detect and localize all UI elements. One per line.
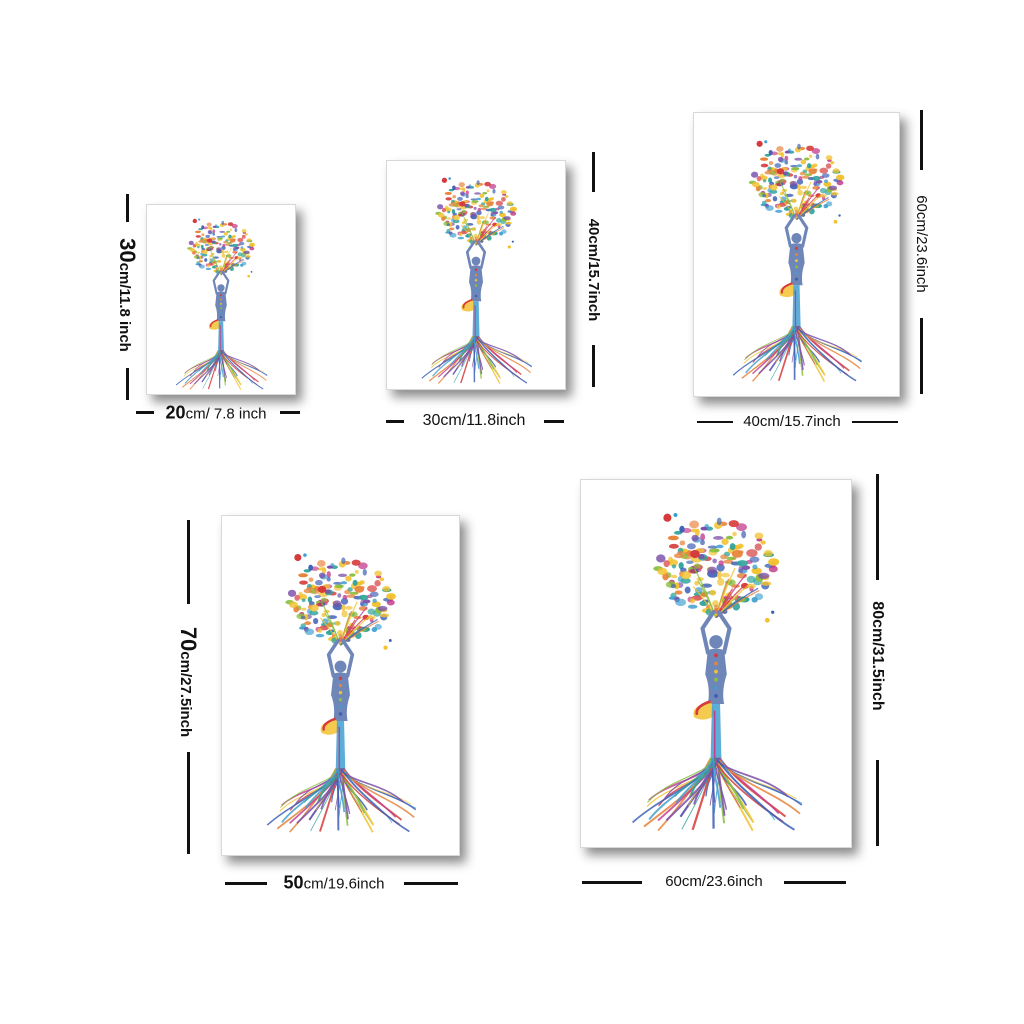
width-line-left: [136, 411, 154, 414]
height-line-top: [126, 194, 129, 222]
height-line-top: [592, 152, 595, 192]
tree-of-life-artwork: [421, 177, 533, 384]
width-label-40x60: 40cm/15.7inch: [743, 413, 841, 430]
width-line-left: [697, 421, 733, 423]
height-line-top: [876, 474, 879, 580]
height-line-bottom: [592, 345, 595, 387]
tree-of-life-artwork: [631, 512, 803, 832]
height-line-top: [920, 110, 923, 170]
width-label-60x80: 60cm/23.6inch: [665, 873, 763, 890]
width-line-right: [852, 421, 898, 423]
width-line-right: [280, 411, 300, 414]
height-line-bottom: [876, 760, 879, 846]
poster-30x40: [386, 160, 566, 390]
width-line-left: [225, 882, 267, 885]
height-line-bottom: [126, 368, 129, 400]
height-label-30x40: 40cm/15.7inch: [585, 218, 602, 322]
width-line-right: [544, 420, 564, 423]
height-label-20x30: 30cm/11.8 inch: [115, 238, 140, 352]
poster-20x30: [146, 204, 296, 395]
height-label-40x60: 60cm/23.6inch: [913, 195, 930, 293]
width-line-left: [582, 881, 642, 884]
height-line-bottom: [187, 752, 190, 854]
width-label-30x40: 30cm/11.8inch: [422, 412, 526, 429]
height-line-bottom: [920, 318, 923, 394]
poster-60x80: [580, 479, 852, 848]
width-line-left: [386, 420, 404, 423]
width-line-right: [784, 881, 846, 884]
tree-of-life-artwork: [266, 553, 417, 833]
poster-40x60: [693, 112, 900, 397]
tree-of-life-artwork: [732, 140, 862, 382]
height-label-60x80: 80cm/31.5inch: [869, 601, 886, 711]
width-label-50x70: 50cm/19.6inch: [283, 872, 385, 893]
height-line-top: [187, 520, 190, 604]
poster-50x70: [221, 515, 460, 856]
height-label-50x70: 70cm/27.5inch: [176, 626, 201, 738]
width-label-20x30: 20cm/ 7.8 inch: [165, 402, 267, 423]
width-line-right: [404, 882, 458, 885]
tree-of-life-artwork: [175, 218, 268, 390]
